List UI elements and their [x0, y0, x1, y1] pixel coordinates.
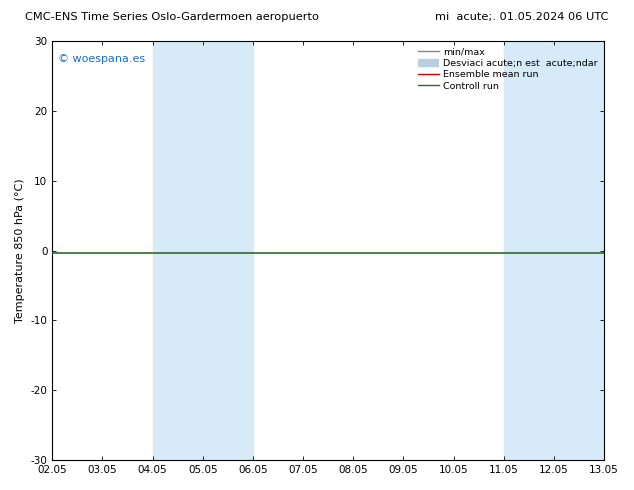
Text: © woespana.es: © woespana.es [58, 53, 145, 64]
Text: CMC-ENS Time Series Oslo-Gardermoen aeropuerto: CMC-ENS Time Series Oslo-Gardermoen aero… [25, 12, 320, 22]
Y-axis label: Temperature 850 hPa (°C): Temperature 850 hPa (°C) [15, 178, 25, 323]
Bar [153, 41, 253, 460]
Legend: min/max, Desviaci acute;n est  acute;ndar, Ensemble mean run, Controll run: min/max, Desviaci acute;n est acute;ndar… [417, 46, 599, 93]
Text: mi  acute;. 01.05.2024 06 UTC: mi acute;. 01.05.2024 06 UTC [435, 12, 609, 22]
Bar [504, 41, 604, 460]
